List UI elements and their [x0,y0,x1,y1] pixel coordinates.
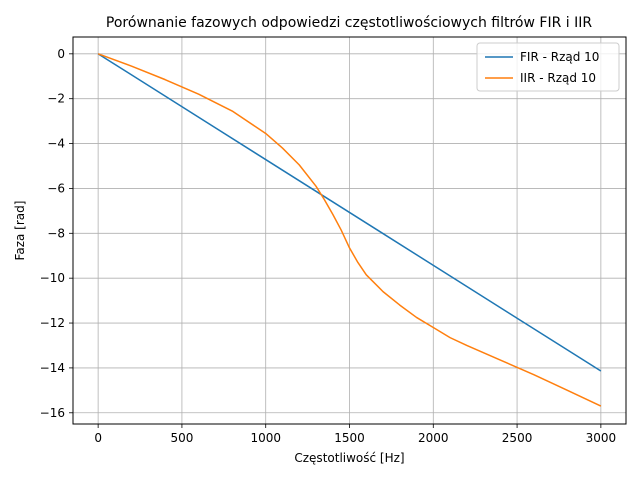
y-tick-label: −6 [47,181,65,195]
legend-label: FIR - Rząd 10 [520,50,599,64]
y-tick-label: −8 [47,226,65,240]
x-tick-label: 500 [170,431,193,445]
y-tick-label: −10 [40,271,65,285]
y-tick-label: −12 [40,316,65,330]
y-tick-label: −16 [40,406,65,420]
y-tick-label: −14 [40,361,65,375]
x-tick-label: 2000 [418,431,449,445]
y-tick-label: −2 [47,92,65,106]
chart-title: Porównanie fazowych odpowiedzi częstotli… [106,15,592,31]
y-tick-label: −4 [47,137,65,151]
legend-box [476,42,620,92]
x-axis-label: Częstotliwość [Hz] [294,451,404,465]
legend-label: IIR - Rząd 10 [520,71,596,85]
x-tick-label: 0 [94,431,102,445]
x-tick-label: 1500 [334,431,365,445]
series-line [97,53,602,407]
y-axis-label: Faza [rad] [13,201,27,261]
x-tick-label: 3000 [586,431,617,445]
series-layer [97,53,602,407]
legend: FIR - Rząd 10 IIR - Rząd 10 [476,42,620,92]
axis-ticks: 0 500 1000 1500 2000 2500 3000 0 −2 −4 −6 −8 −10 −12 −… [40,47,616,445]
y-tick-label: 0 [57,47,65,61]
x-tick-label: 1000 [250,431,281,445]
series-line [97,53,602,372]
x-tick-label: 2500 [502,431,533,445]
grid-lines [73,37,626,424]
